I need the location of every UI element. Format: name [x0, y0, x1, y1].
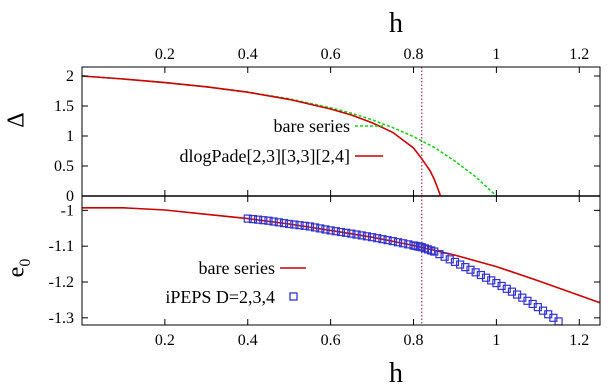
bottom-ipeps-d-2-3-4-point [549, 313, 558, 322]
bottom-series-line-bare-series [82, 207, 601, 304]
bottom-xtick-label: 0.8 [404, 332, 424, 349]
bottom-xtick-label: 1 [492, 332, 500, 349]
bottom-xtick-label: 1.2 [569, 332, 589, 349]
top-legend-label-dlogpade: dlogPade[2,3][3,3][2,4] [180, 146, 350, 166]
bottom-ipeps-d-2-3-4-point [466, 265, 475, 274]
bottom-xtick-label: 0.6 [321, 332, 341, 349]
bottom-ipeps-d-2-3-4-point [290, 220, 299, 229]
bottom-legend-label-ipeps: iPEPS D=2,3,4 [165, 287, 275, 307]
bottom-series-layer [82, 207, 601, 326]
bottom-ipeps-d-2-3-4-point [487, 276, 496, 285]
bottom-ipeps-d-2-3-4-point [331, 227, 340, 236]
bottom-ipeps-d-2-3-4-point [300, 221, 309, 230]
top-ticks-layer: 0.2 0.4 0.6 0.8 1 1.2 0 0.5 1 1.5 2 [54, 46, 600, 205]
top-series-line-dlogpade-2-3-3-3-2-4 [81, 75, 442, 197]
bottom-ipeps-d-2-3-4-point [450, 257, 460, 267]
top-x-axis-title: h [389, 8, 403, 39]
bottom-ipeps-d-2-3-4-point [471, 268, 480, 277]
bottom-ipeps-d-2-3-4-point [388, 237, 397, 246]
bottom-ipeps-d-2-3-4-point [254, 215, 263, 224]
bottom-ipeps-d-2-3-4-point [357, 231, 366, 240]
bottom-panel: h e0 0.2 0.4 0.6 0.8 1 1.2 -1 -1.1 -1.2 -1.3 bare… [4, 195, 601, 389]
bottom-plot-frame [81, 195, 601, 326]
bottom-ipeps-d-2-3-4-point [321, 225, 330, 234]
bottom-xtick-label: 0.2 [155, 332, 175, 349]
bottom-ipeps-d-2-3-4-point [274, 218, 283, 227]
bottom-ipeps-d-2-3-4-point [445, 255, 454, 264]
top-panel: h Δ 0.2 0.4 0.6 0.8 1 1.2 0 0.5 1 1.5 2 bare serie… [4, 8, 601, 205]
bottom-ipeps-d-2-3-4-point [264, 216, 273, 225]
bottom-ipeps-d-2-3-4-point [259, 216, 268, 225]
bottom-x-axis-title: h [389, 358, 403, 389]
bottom-ipeps-d-2-3-4-point [393, 238, 403, 247]
bottom-ipeps-d-2-3-4-point [347, 229, 356, 238]
bottom-ipeps-d-2-3-4-point [373, 234, 382, 243]
bottom-ipeps-d-2-3-4-point [440, 252, 449, 261]
bottom-legend: bare series iPEPS D=2,3,4 [165, 258, 306, 307]
bottom-ipeps-d-2-3-4-point [316, 224, 325, 233]
bottom-ipeps-d-2-3-4-point [383, 236, 392, 245]
top-xtick-label: 1 [492, 46, 500, 63]
bottom-ipeps-d-2-3-4-point [378, 235, 387, 244]
bottom-ytick-label: -1.2 [49, 274, 74, 291]
bottom-ipeps-d-2-3-4-point [507, 287, 517, 296]
bottom-ipeps-d-2-3-4-point [528, 299, 537, 309]
top-ytick-label: 1.5 [54, 98, 74, 115]
bottom-ipeps-d-2-3-4-point [461, 263, 470, 272]
bottom-ipeps-d-2-3-4-point [269, 217, 278, 226]
bottom-ipeps-d-2-3-4-point [492, 278, 501, 288]
top-series-layer [81, 75, 497, 197]
bottom-ipeps-d-2-3-4-point [399, 239, 408, 248]
top-xtick-label: 0.2 [155, 46, 175, 63]
bottom-legend-swatch-ipeps [289, 292, 298, 301]
bottom-ipeps-d-2-3-4-point [476, 270, 485, 280]
bottom-ipeps-d-2-3-4-point [367, 233, 377, 242]
top-xtick-label: 0.6 [321, 46, 341, 63]
top-ytick-label: 0 [66, 188, 74, 205]
bottom-ipeps-d-2-3-4-point [362, 232, 371, 241]
bottom-ipeps-d-2-3-4-point [502, 284, 511, 293]
bottom-ipeps-d-2-3-4-point [481, 273, 491, 282]
top-xtick-label: 0.8 [404, 46, 424, 63]
bottom-y-axis-title: e0 [4, 259, 35, 278]
bottom-ipeps-d-2-3-4-point [311, 223, 320, 232]
bottom-ipeps-d-2-3-4-point [336, 227, 346, 237]
bottom-ipeps-d-2-3-4-point [295, 221, 304, 230]
bottom-ipeps-d-2-3-4-point [248, 215, 258, 224]
bottom-ipeps-d-2-3-4-point [342, 228, 351, 237]
bottom-ytick-label: -1.3 [49, 310, 74, 327]
bottom-ipeps-d-2-3-4-point [305, 222, 315, 231]
bottom-ytick-label: -1.1 [49, 238, 74, 255]
bottom-ipeps-d-2-3-4-point [243, 214, 252, 223]
bottom-ipeps-d-2-3-4-point [415, 242, 424, 251]
bottom-xtick-label: 0.4 [238, 332, 258, 349]
bottom-ticks-layer: 0.2 0.4 0.6 0.8 1 1.2 -1 -1.1 -1.2 -1.3 [49, 196, 600, 349]
bottom-ipeps-d-2-3-4-point [285, 219, 294, 229]
top-xtick-label: 1.2 [569, 46, 589, 63]
top-ytick-label: 1 [66, 128, 74, 145]
bottom-ipeps-d-2-3-4-point [497, 281, 506, 291]
bottom-legend-label-bare-series: bare series [199, 258, 275, 278]
bottom-ipeps-d-2-3-4-point [456, 260, 465, 269]
bottom-ipeps-d-2-3-4-point [435, 250, 444, 259]
top-ytick-label: 2 [66, 68, 74, 85]
bottom-ipeps-d-2-3-4-point [326, 226, 335, 235]
top-y-axis-title: Δ [4, 112, 30, 127]
bottom-ytick-label: -1 [61, 202, 74, 219]
top-legend-label-bare-series: bare series [274, 116, 350, 136]
bottom-ipeps-d-2-3-4-point [352, 230, 361, 239]
top-ytick-label: 0.5 [54, 158, 74, 175]
top-xtick-label: 0.4 [238, 46, 258, 63]
bottom-ipeps-d-2-3-4-point [427, 246, 436, 255]
bottom-ipeps-d-2-3-4-point [279, 219, 289, 228]
top-legend: bare series dlogPade[2,3][3,3][2,4] [180, 116, 383, 166]
